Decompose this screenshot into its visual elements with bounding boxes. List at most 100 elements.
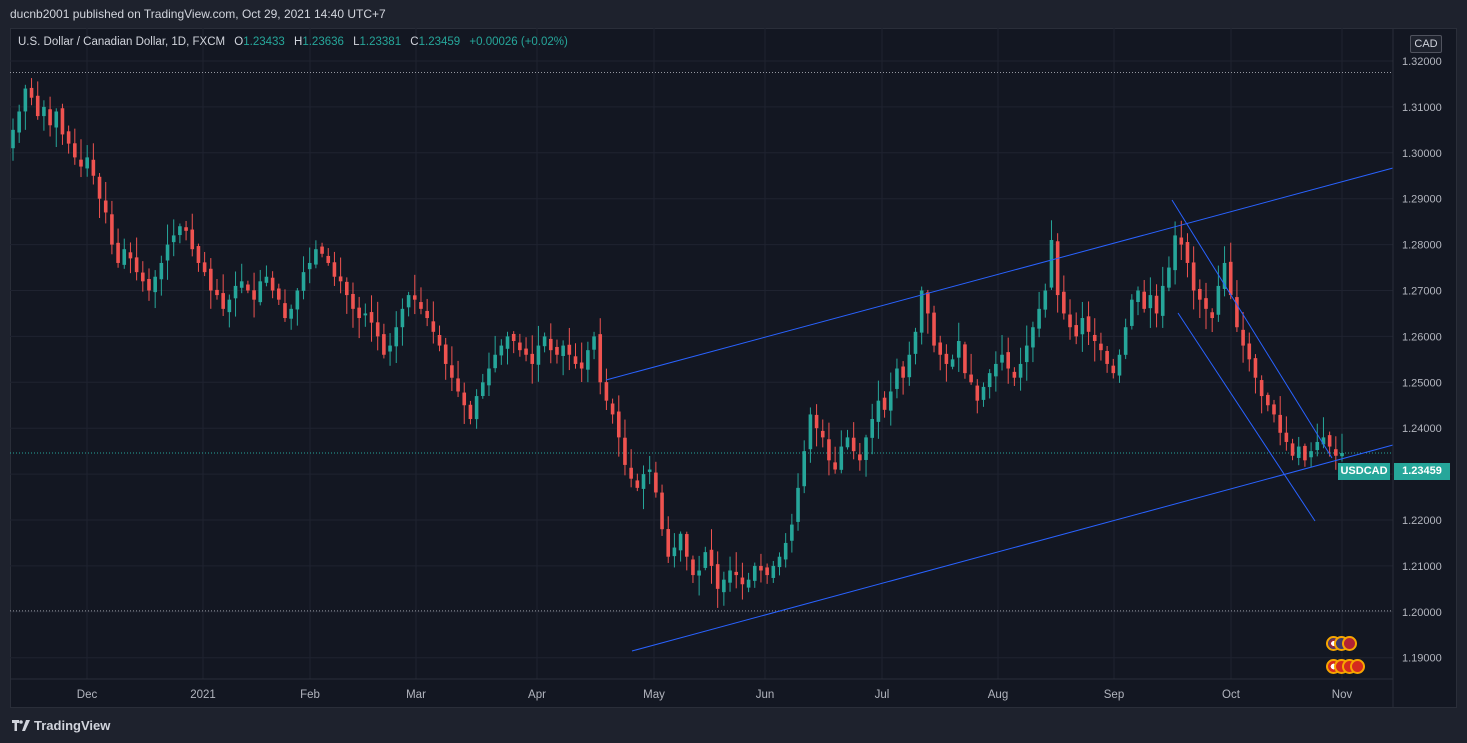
candle-body — [66, 131, 71, 144]
candle-body — [1253, 358, 1258, 378]
candle-body — [555, 346, 559, 355]
candle-body — [994, 363, 998, 377]
candle-body — [888, 391, 893, 411]
price-tick-label: 1.27000 — [1402, 286, 1442, 298]
candle-body — [932, 312, 936, 346]
candle-body — [289, 308, 293, 319]
candle-body — [252, 290, 256, 300]
candle-body — [233, 285, 238, 299]
candle-body — [499, 345, 504, 356]
down-channel-upper-line — [1171, 199, 1333, 459]
candle-body — [270, 277, 275, 291]
price-tick-label: 1.22000 — [1402, 515, 1442, 527]
time-tick-label: Aug — [988, 689, 1008, 701]
price-tick-label: 1.32000 — [1402, 56, 1442, 68]
candle-body — [734, 571, 739, 576]
candle-body — [332, 262, 337, 277]
candle-body — [314, 249, 318, 265]
candle-body — [419, 302, 423, 309]
candle-body — [864, 437, 868, 460]
ca-flag-event-icon-4[interactable] — [1350, 659, 1365, 674]
candle-body — [437, 335, 442, 346]
price-tick-label: 1.24000 — [1402, 423, 1442, 435]
price-tick-label: 1.26000 — [1402, 331, 1442, 343]
candle-body — [493, 354, 497, 369]
candle-body — [505, 336, 510, 349]
candle-body — [122, 249, 127, 265]
candle-body — [876, 400, 881, 422]
candle-body — [975, 385, 980, 401]
candle-body — [338, 276, 343, 282]
time-tick-label: Nov — [1332, 689, 1353, 701]
candle-body — [851, 437, 856, 452]
price-chart[interactable]: 1.32000 1.31000 1.30000 1.29000 1.28000 1.270… — [10, 28, 1457, 708]
candle-body — [1259, 380, 1264, 397]
candle-body — [153, 276, 157, 293]
candle-body — [814, 414, 819, 429]
candle-body — [1024, 345, 1029, 363]
candle-body — [246, 284, 250, 291]
candle-body — [1179, 237, 1184, 245]
candle-body — [728, 570, 732, 583]
candle-body — [344, 281, 349, 296]
tradingview-logo[interactable]: TradingView — [12, 718, 110, 733]
candle-body — [357, 307, 361, 319]
us-flag-event-icon-3[interactable] — [1342, 636, 1357, 651]
time-tick-label: Oct — [1222, 689, 1241, 701]
candle-body — [759, 565, 763, 571]
candle-body — [1241, 329, 1245, 346]
candle-body — [443, 344, 448, 364]
chart-grid — [10, 28, 1393, 679]
close-label: C — [410, 36, 419, 48]
candle-body — [184, 227, 188, 231]
candle-body — [54, 111, 59, 128]
candle-body — [202, 262, 207, 273]
candle-body — [1315, 441, 1320, 451]
candle-body — [307, 262, 312, 270]
candle-body — [35, 95, 40, 117]
candle-body — [375, 322, 380, 337]
candle-body — [456, 378, 460, 392]
candle-body — [944, 353, 949, 364]
candle-body — [1216, 285, 1221, 315]
candle-body — [654, 472, 658, 493]
candle-body — [833, 462, 837, 470]
candle-body — [1055, 241, 1060, 296]
candle-body — [42, 106, 46, 117]
candle-body — [765, 567, 769, 576]
candle-body — [1074, 325, 1078, 337]
symbol-price-tag: USDCAD — [1338, 463, 1390, 480]
candle-body — [950, 359, 955, 367]
candle-body — [320, 246, 324, 254]
candle-body — [623, 437, 627, 465]
candle-body — [406, 295, 411, 308]
candle-body — [1031, 327, 1035, 348]
tradingview-logo-icon — [12, 719, 30, 731]
candle-body — [1303, 445, 1307, 461]
candle-body — [425, 310, 429, 319]
candle-body — [783, 542, 788, 560]
candle-body — [1228, 261, 1233, 296]
candle-body — [450, 365, 454, 378]
currency-badge[interactable]: CAD — [1410, 35, 1442, 53]
symbol-legend[interactable]: U.S. Dollar / Canadian Dollar, 1D, FXCM … — [18, 36, 568, 48]
price-tick-label: 1.31000 — [1402, 102, 1442, 114]
candle-body — [969, 374, 973, 383]
candle-body — [17, 111, 21, 133]
candle-body — [697, 570, 701, 576]
candle-body — [468, 404, 473, 420]
open-value: 1.23433 — [243, 36, 285, 48]
candle-body — [29, 87, 34, 98]
time-tick-label: Sep — [1104, 689, 1124, 701]
candle-body — [598, 334, 603, 383]
candle-body — [919, 290, 924, 333]
candle-body — [1006, 352, 1011, 369]
candle-body — [103, 200, 108, 213]
candle-body — [1018, 363, 1023, 378]
horizontal-levels — [10, 71, 1393, 612]
candle-body — [1321, 437, 1326, 445]
candle-body — [938, 342, 943, 355]
candle-body — [1290, 443, 1295, 456]
candle-body — [1136, 290, 1140, 303]
chart-pane[interactable] — [10, 28, 1457, 708]
